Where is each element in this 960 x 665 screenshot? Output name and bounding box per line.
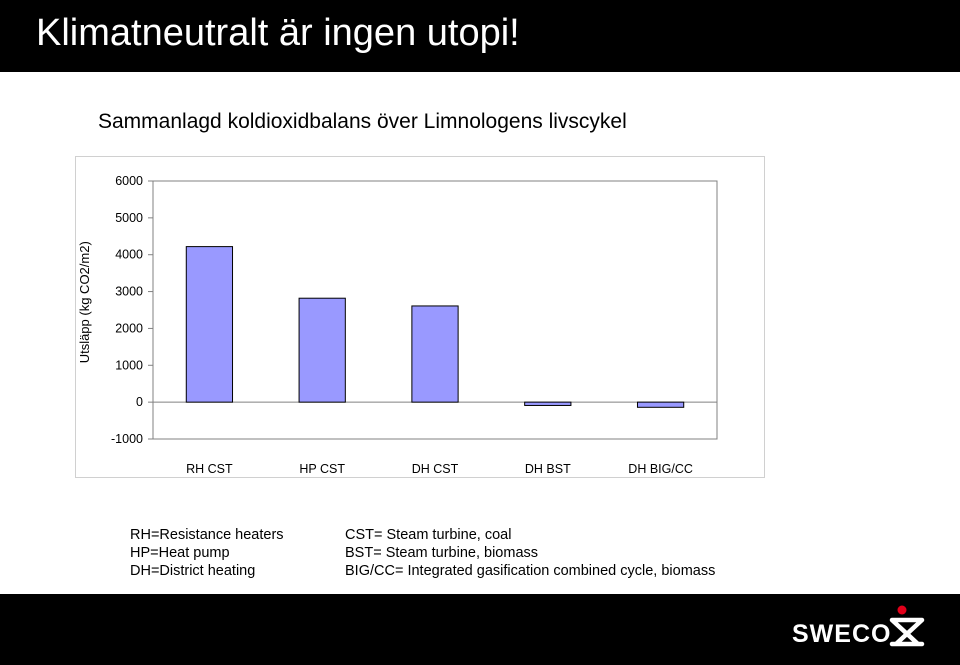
logo-text: SWECO <box>792 620 892 648</box>
y-tick-label: 5000 <box>115 211 143 225</box>
footer-bar <box>0 594 960 665</box>
legend-note: RH=Resistance heaters <box>130 527 284 543</box>
sweco-logo: SWECO <box>792 604 932 654</box>
y-tick-label: -1000 <box>111 432 143 446</box>
y-tick-label: 6000 <box>115 174 143 188</box>
bar <box>298 297 346 403</box>
chart-title: Sammanlagd koldioxidbalans över Limnolog… <box>98 110 627 133</box>
bar <box>524 401 572 406</box>
y-tick-label: 1000 <box>115 358 143 372</box>
x-tick-label: DH BST <box>525 462 571 476</box>
x-tick-label: RH CST <box>186 462 233 476</box>
legend-note: CST= Steam turbine, coal <box>345 527 512 543</box>
title-bar: Klimatneutralt är ingen utopi! <box>0 0 960 72</box>
abbreviation-legend-left: RH=Resistance heaters HP=Heat pump DH=Di… <box>130 526 284 580</box>
y-tick-label: 2000 <box>115 321 143 335</box>
y-tick-label: 3000 <box>115 285 143 299</box>
bar-chart: 6000 5000 4000 3000 2000 1000 0 -1000 RH CST HP C… <box>77 174 718 476</box>
y-tick-label: 4000 <box>115 248 143 262</box>
bar <box>636 401 685 408</box>
y-axis-label: Utsläpp (kg CO2/m2) <box>77 241 92 363</box>
legend-note: HP=Heat pump <box>130 545 230 561</box>
x-tick-label: HP CST <box>299 462 345 476</box>
bar <box>185 246 234 403</box>
legend-note: DH=District heating <box>130 563 256 579</box>
x-tick-label: DH CST <box>412 462 459 476</box>
y-tick-label: 0 <box>136 395 143 409</box>
chart-area: 6000 5000 4000 3000 2000 1000 0 -1000 RH CST HP C… <box>75 156 765 478</box>
legend-note: BIG/CC= Integrated gasification combined… <box>345 563 716 579</box>
bar <box>411 305 459 403</box>
sweco-logo-icon <box>889 605 925 647</box>
x-tick-label: DH BIG/CC <box>628 462 693 476</box>
slide-title: Klimatneutralt är ingen utopi! <box>36 12 520 54</box>
abbreviation-legend-right: CST= Steam turbine, coal BST= Steam turb… <box>345 526 715 580</box>
legend-note: BST= Steam turbine, biomass <box>345 545 539 561</box>
